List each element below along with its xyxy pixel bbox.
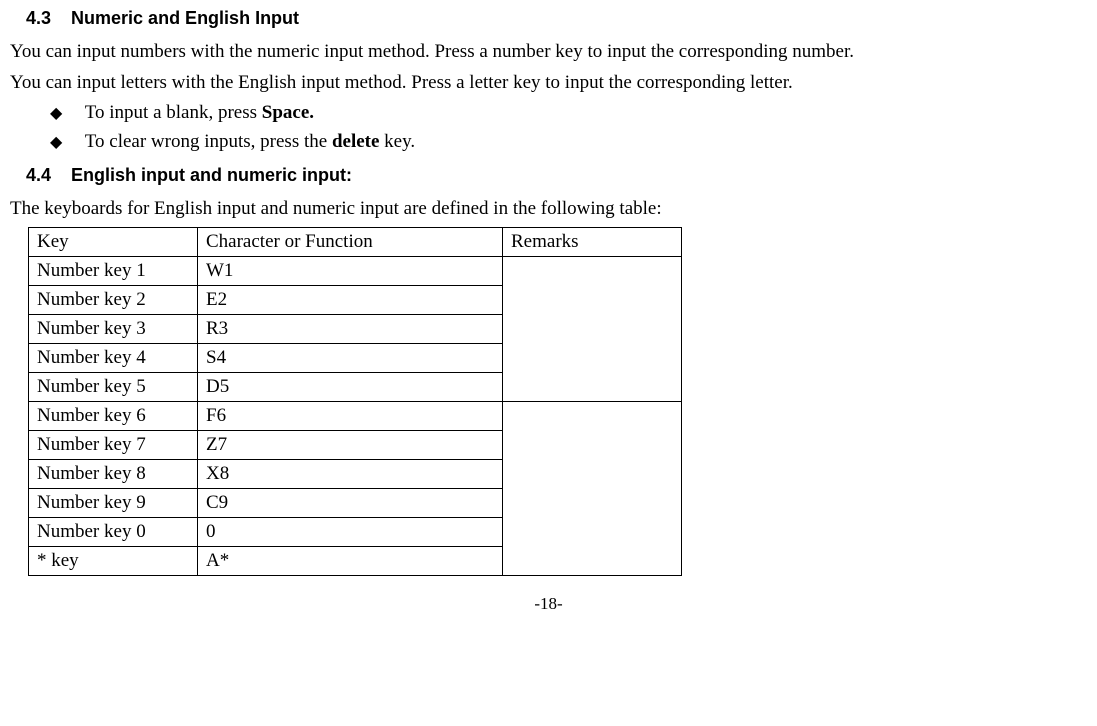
table-cell-key: Number key 9 xyxy=(29,488,198,517)
table-cell-char: R3 xyxy=(198,314,503,343)
section-4-3-heading: 4.3 Numeric and English Input xyxy=(26,8,1087,29)
bullet-text-bold: Space. xyxy=(262,102,314,123)
table-header-remarks: Remarks xyxy=(503,227,682,256)
section-4-3-number: 4.3 xyxy=(26,8,51,29)
table-header-row: Key Character or Function Remarks xyxy=(29,227,682,256)
table-cell-key: Number key 7 xyxy=(29,430,198,459)
table-cell-char: 0 xyxy=(198,517,503,546)
table-cell-char: W1 xyxy=(198,256,503,285)
table-cell-key: Number key 5 xyxy=(29,372,198,401)
section-4-3-bullets: To input a blank, press Space. To clear … xyxy=(10,100,1087,155)
bullet-text-after: key. xyxy=(379,131,415,152)
section-4-4-title: English input and numeric input: xyxy=(71,165,352,185)
table-cell-key: * key xyxy=(29,546,198,575)
table-cell-char: E2 xyxy=(198,285,503,314)
section-4-3-para-2: You can input letters with the English i… xyxy=(10,70,1087,97)
table-cell-char: Z7 xyxy=(198,430,503,459)
table-cell-char: D5 xyxy=(198,372,503,401)
input-key-table: Key Character or Function Remarks Number… xyxy=(28,227,682,576)
table-cell-char: F6 xyxy=(198,401,503,430)
table-cell-key: Number key 4 xyxy=(29,343,198,372)
page-number: -18- xyxy=(10,594,1087,614)
table-cell-key: Number key 0 xyxy=(29,517,198,546)
table-cell-key: Number key 1 xyxy=(29,256,198,285)
table-row: Number key 1 W1 xyxy=(29,256,682,285)
section-4-3-para-1: You can input numbers with the numeric i… xyxy=(10,39,1087,66)
table-cell-char: X8 xyxy=(198,459,503,488)
table-row: Number key 6 F6 xyxy=(29,401,682,430)
table-cell-key: Number key 6 xyxy=(29,401,198,430)
table-header-key: Key xyxy=(29,227,198,256)
section-4-4-number: 4.4 xyxy=(26,165,51,186)
table-cell-key: Number key 8 xyxy=(29,459,198,488)
table-cell-remarks xyxy=(503,401,682,575)
table-cell-char: S4 xyxy=(198,343,503,372)
bullet-text-before: To clear wrong inputs, press the xyxy=(85,131,332,152)
table-cell-key: Number key 2 xyxy=(29,285,198,314)
table-cell-char: C9 xyxy=(198,488,503,517)
bullet-text-bold: delete xyxy=(332,131,379,152)
bullet-text-before: To input a blank, press xyxy=(85,102,262,123)
section-4-4-heading: 4.4 English input and numeric input: xyxy=(26,165,1087,186)
section-4-4-para-1: The keyboards for English input and nume… xyxy=(10,196,1087,223)
section-4-3-title: Numeric and English Input xyxy=(71,8,299,28)
bullet-item: To clear wrong inputs, press the delete … xyxy=(50,129,1087,156)
bullet-item: To input a blank, press Space. xyxy=(50,100,1087,127)
table-cell-remarks xyxy=(503,256,682,401)
table-cell-char: A* xyxy=(198,546,503,575)
table-header-char: Character or Function xyxy=(198,227,503,256)
table-cell-key: Number key 3 xyxy=(29,314,198,343)
